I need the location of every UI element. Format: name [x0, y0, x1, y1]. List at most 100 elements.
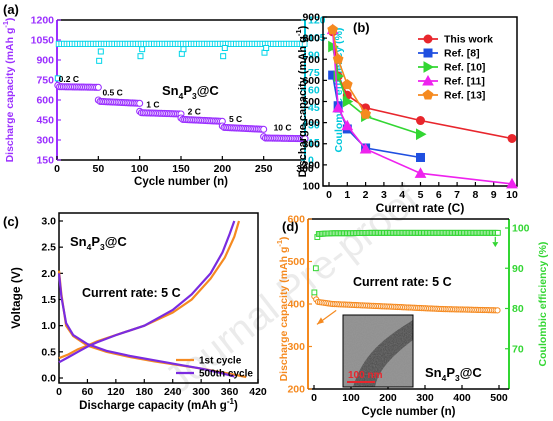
- y-tick-label: 45: [308, 102, 320, 114]
- ce-outlier-marker: [97, 48, 104, 55]
- y-tick-label: 150: [36, 155, 54, 167]
- rate-label: 1 C: [146, 99, 159, 109]
- scale-bar-label: 100 nm: [348, 370, 383, 381]
- y-axis-title: Voltage (V): [9, 267, 23, 329]
- y-tick-label: 120: [308, 15, 326, 27]
- x-tick-label: 9: [491, 189, 497, 201]
- y-tick-label: 300: [287, 341, 305, 353]
- series-marker: [341, 119, 354, 131]
- x-tick-label: 50: [92, 163, 104, 175]
- x-tick-label: 0: [311, 392, 317, 404]
- legend-marker: [422, 89, 434, 100]
- x-tick-label: 300: [192, 386, 210, 398]
- y-axis-title: Discharge capacity (mAh g-1): [294, 25, 309, 177]
- ce-outlier-marker: [180, 46, 187, 53]
- legend-marker: [422, 74, 434, 86]
- x-axis-title: Cycle number (n): [362, 406, 456, 418]
- y-tick-label: 0: [308, 155, 314, 167]
- sample-label: Sn4P3@C: [162, 83, 219, 101]
- y-tick-label: 1050: [31, 35, 55, 47]
- x-tick-label: 360: [221, 386, 239, 398]
- y-axis-title: Discharge capacity (mAh g-1): [275, 237, 290, 382]
- plot-frame: [58, 212, 259, 384]
- series-marker: [416, 128, 427, 141]
- y-tick-label: 600: [287, 214, 305, 226]
- series-marker: [414, 167, 427, 178]
- series-marker: [341, 78, 353, 90]
- y-tick-label: 75: [308, 67, 320, 79]
- y-tick-label: 450: [36, 115, 54, 127]
- capacity-marker: [94, 83, 102, 91]
- legend-label: Ref. [11]: [444, 76, 485, 88]
- y-tick-label: 200: [287, 384, 305, 396]
- y-tick-label: 750: [36, 75, 54, 87]
- ce-outlier-marker: [139, 46, 146, 53]
- ce-marker: [311, 289, 318, 296]
- ce-marker: [312, 265, 319, 272]
- capacity-arrowhead: [316, 317, 324, 325]
- series-marker: [416, 116, 425, 126]
- panel-a: (a)0 50 100 150 200 250 3001503004506007509001…: [1, 2, 345, 188]
- series-line: [331, 29, 513, 185]
- panel-d: (d) 0 100 200 300 400 500 200 300 400 500 600 70 80 90…: [275, 214, 549, 419]
- y-tick-label: 80: [512, 303, 524, 315]
- legend-label: 500th cycle: [199, 369, 253, 380]
- x-tick-label: 420: [249, 386, 267, 398]
- legend-label: Ref. [10]: [444, 62, 485, 74]
- y-tick-label: 3.0: [41, 216, 56, 228]
- x-tick-label: 0: [56, 386, 62, 398]
- legend-marker: [423, 34, 433, 44]
- y-tick-label: 500: [287, 256, 305, 268]
- y-tick-label: 700: [302, 54, 320, 66]
- y-tick-label: 300: [36, 135, 54, 147]
- rate-label: 10 C: [274, 123, 292, 133]
- y-tick-label: 400: [302, 117, 320, 129]
- y-tick-label: 1200: [31, 15, 55, 27]
- y-tick-label: 0.5: [41, 346, 56, 358]
- y-tick-label: 2.0: [41, 268, 56, 280]
- panel-c: (c) 0 60 120 180 240 300 360 420 0.0 0.5 1.0 1.5 2.0 2…: [3, 212, 267, 412]
- y-tick-label: 1.0: [41, 320, 56, 332]
- y2-axis-title: Coulombic efficiency (%): [537, 242, 549, 367]
- rate-label: 2 C: [188, 107, 201, 117]
- y-tick-label: 900: [36, 55, 54, 67]
- y-tick-label: 500: [302, 96, 320, 108]
- series-marker: [416, 152, 425, 162]
- x-tick-label: 150: [172, 163, 190, 175]
- x-tick-label: 0: [326, 189, 332, 201]
- y-axis-title: Discharge capacity (mAh g-1): [1, 18, 16, 163]
- y-tick-label: 15: [308, 137, 320, 149]
- x-tick-label: 1: [344, 189, 350, 201]
- x-tick-label: 10: [506, 189, 518, 201]
- y-tick-label: 600: [36, 95, 54, 107]
- y-tick-label: 2.5: [41, 242, 56, 254]
- series-marker: [332, 53, 344, 64]
- x-tick-label: 100: [131, 163, 149, 175]
- y-tick-label: 0.0: [41, 373, 56, 385]
- series-marker: [507, 133, 517, 143]
- x-axis-title: Cycle number (n): [134, 176, 228, 188]
- x-tick-label: 250: [255, 163, 273, 175]
- sample-label: Sn4P3@C: [425, 365, 482, 383]
- y-tick-label: 1.5: [41, 294, 56, 306]
- x-tick-label: 400: [453, 392, 471, 404]
- panel-b: (b)0 1 2 3 4 5 6 7 8 9 101002003004005006007008009…: [294, 12, 518, 216]
- x-tick-label: 8: [472, 189, 478, 201]
- x-tick-label: 3: [381, 189, 387, 201]
- panel-label: (b): [353, 20, 370, 35]
- series-marker: [342, 95, 354, 108]
- series-line: [331, 29, 367, 115]
- y-tick-label: 70: [512, 343, 524, 355]
- ce-outlier-marker: [263, 45, 270, 51]
- x-axis-title: Discharge capacity (mAh g-1): [79, 397, 238, 412]
- series-marker: [360, 108, 371, 119]
- x-tick-label: 200: [379, 392, 397, 404]
- y-tick-label: 90: [512, 263, 524, 275]
- ce-marker: [301, 40, 308, 47]
- x-tick-label: 100: [342, 392, 360, 404]
- panel-label: (a): [3, 2, 19, 17]
- ce-outlier-marker: [137, 53, 144, 60]
- x-tick-label: 7: [454, 189, 460, 201]
- rate-label: 0.2 C: [59, 74, 79, 84]
- legend-label: This work: [444, 34, 493, 46]
